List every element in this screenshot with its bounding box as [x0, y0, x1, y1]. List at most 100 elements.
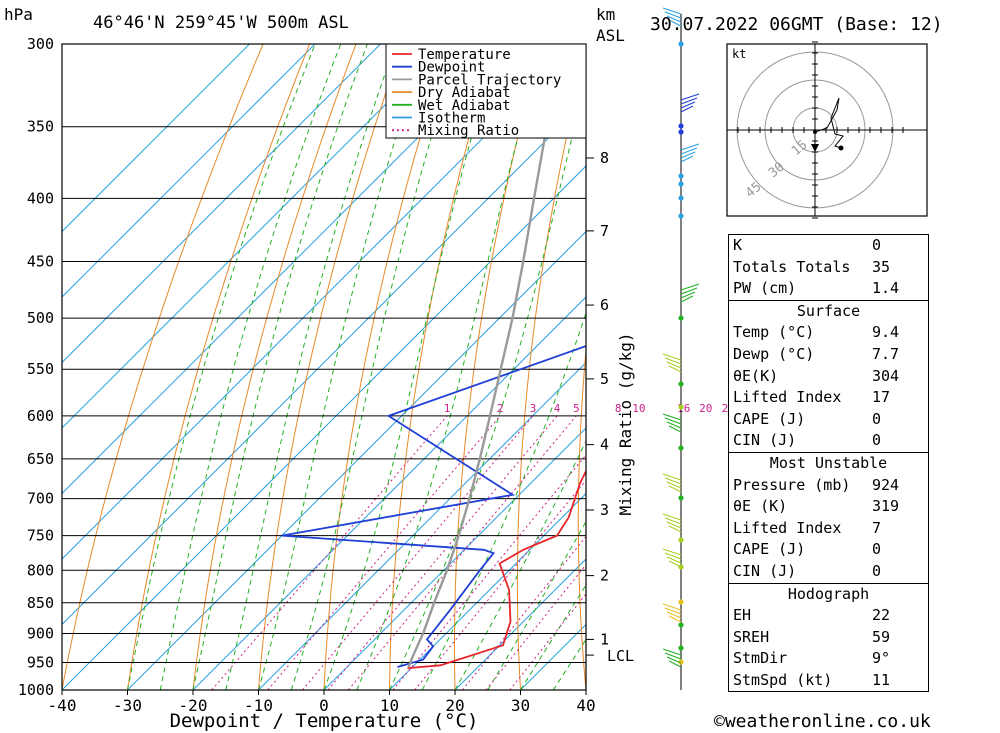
wet-adiabat-line [454, 439, 586, 690]
index-label: StmDir [733, 649, 788, 668]
hodograph-unit-label: kt [732, 47, 746, 61]
wind-level-dot [678, 129, 684, 135]
mixing-ratio-label: 3 [530, 402, 537, 415]
mixing-ratio-grid [211, 415, 586, 690]
wind-barb-flag [664, 357, 682, 365]
pressure-tick-label: 450 [27, 253, 54, 271]
wind-barb-flag [668, 425, 682, 433]
temperature-tick-label: 20 [445, 696, 464, 715]
index-label: CAPE (J) [733, 409, 806, 428]
mixing-ratio-label: 20 [699, 402, 712, 415]
wind-level-dot [678, 599, 684, 605]
parcel-trajectory-line [407, 44, 566, 668]
pressure-tick-label: 650 [27, 450, 54, 468]
wind-barb-flag [664, 417, 682, 425]
index-value: 17 [872, 388, 891, 407]
pressure-tick-label: 550 [27, 360, 54, 378]
index-row: Lifted Index 7 [729, 518, 928, 540]
mixing-ratio-line [211, 415, 448, 690]
wind-barb [662, 648, 682, 668]
wind-barb-flag [664, 11, 682, 19]
pressure-tick-label: 900 [27, 624, 54, 642]
legend-label: Isotherm [418, 111, 485, 127]
wind-barb-flag [666, 611, 682, 619]
wind-barb [662, 473, 682, 493]
dewpoint-line [281, 345, 586, 668]
index-value: 0 [872, 409, 882, 428]
wind-barb-flag [662, 353, 682, 361]
wind-barb-flag [662, 413, 682, 421]
isotherm-line [258, 361, 586, 690]
wind-profile [662, 7, 700, 690]
wet-adiabat-line [389, 78, 586, 690]
legend-label: Mixing Ratio [418, 123, 519, 139]
pressure-tick-label: 1000 [18, 681, 54, 699]
wind-barb-flag [680, 295, 694, 303]
index-row: SREH 59 [729, 627, 928, 649]
datetime-title: 30.07.2022 06GMT (Base: 12) [650, 14, 943, 35]
wind-barb-flag [664, 607, 682, 615]
pressure-grid [62, 43, 586, 691]
mixing-ratio-label: 4 [554, 402, 561, 415]
index-row: CAPE (J) 0 [729, 539, 928, 561]
wind-level-dot [678, 123, 684, 129]
hodograph-trace [814, 97, 844, 149]
pressure-tick-label: 600 [27, 407, 54, 425]
surface-indices: Temp (°C) 9.4 Dewp (°C) 7.7 θE(K) 304 Lifted I… [729, 322, 928, 452]
km-tick-label: 8 [600, 149, 609, 167]
wind-barb-flag [664, 517, 682, 525]
mixing-ratio-line [392, 454, 586, 690]
index-label: θE(K) [733, 366, 779, 385]
index-value: 304 [872, 366, 900, 385]
hodograph-title: Hodograph [729, 582, 928, 606]
isotherm-line [62, 44, 381, 364]
surface-title: Surface [729, 299, 928, 323]
pressure-tick-label: 500 [27, 309, 54, 327]
index-value: 22 [872, 606, 891, 625]
mixing-ratio-label: 8 [615, 402, 622, 415]
location-title: 46°46'N 259°45'W 500m ASL [93, 13, 349, 33]
index-value: 11 [872, 670, 891, 689]
isotherm-line [323, 427, 586, 690]
index-row: Lifted Index 17 [729, 387, 928, 409]
isotherm-line [62, 44, 250, 233]
wet-adiabat-line [127, 44, 316, 690]
wind-level-dot [678, 181, 684, 187]
wind-barb-flag [666, 556, 682, 564]
index-row: θE (K) 319 [729, 496, 928, 518]
legend-label: Wet Adiabat [418, 98, 511, 114]
wind-barb-flag [662, 603, 682, 611]
index-label: CIN (J) [733, 561, 797, 580]
index-value: 0 [872, 431, 882, 450]
hodograph-storm-point [838, 145, 844, 151]
axes-labels: 1234581016202530035040045050055060065070… [18, 35, 735, 715]
wind-barb [662, 353, 682, 373]
index-row: Pressure (mb) 924 [729, 475, 928, 497]
index-label: Temp (°C) [733, 323, 815, 342]
index-label: Lifted Index [733, 388, 842, 407]
index-value: 59 [872, 627, 891, 646]
index-value: 1.4 [872, 279, 900, 298]
wind-barb-flag [668, 365, 682, 373]
wind-barb-flag [662, 548, 682, 556]
isotherm-line [389, 492, 586, 690]
wind-barb-flag [666, 521, 682, 529]
wind-barb-flag [680, 93, 700, 101]
index-row: Totals Totals 35 [729, 257, 928, 279]
hodograph-indices: EH 22 SREH 59 StmDir 9° StmSpd (kt) 11 [729, 605, 928, 691]
isotherm-line [127, 230, 586, 690]
index-row: CAPE (J) 0 [729, 409, 928, 431]
legend-label: Parcel Trajectory [418, 72, 561, 88]
index-row: PW (cm) 1.4 [729, 278, 928, 300]
index-value: 9.4 [872, 323, 900, 342]
wind-barb-flag [668, 525, 682, 533]
dry-adiabat-line [957, 44, 1000, 690]
mixing-ratio-line [348, 415, 577, 690]
index-label: Pressure (mb) [733, 475, 851, 494]
wind-barb-flag [666, 15, 682, 23]
wind-barb-flag [668, 560, 682, 568]
wind-barb-flag [680, 151, 696, 159]
temperature-tick-label: 30 [511, 696, 530, 715]
index-value: 0 [872, 561, 882, 580]
